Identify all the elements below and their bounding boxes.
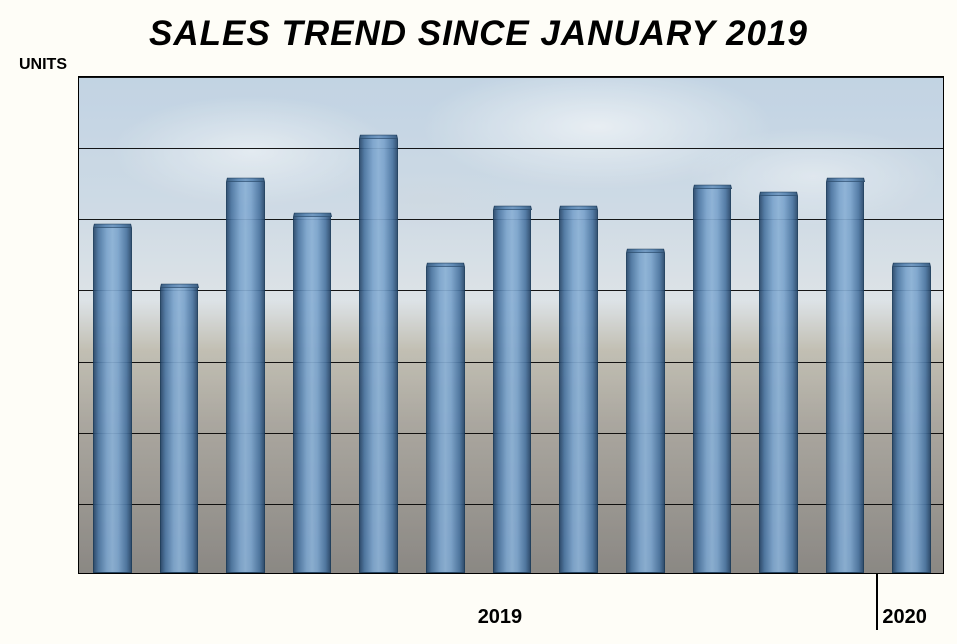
plot-area: 010,00020,00030,00040,00050,00060,00070,…	[78, 76, 944, 574]
bar	[693, 77, 732, 573]
bar	[759, 77, 798, 573]
year-label: 2020	[882, 606, 927, 629]
bar	[826, 77, 865, 573]
bar	[626, 77, 665, 573]
bar	[493, 77, 532, 573]
bar	[226, 77, 265, 573]
units-label: UNITS	[19, 56, 67, 74]
year-label: 2019	[478, 606, 523, 629]
bar	[293, 77, 332, 573]
bar	[559, 77, 598, 573]
bar	[359, 77, 398, 573]
year-divider	[876, 574, 878, 630]
bar	[93, 77, 132, 573]
bar	[892, 77, 931, 573]
chart-title: SALES TREND SINCE JANUARY 2019	[0, 14, 957, 54]
bar	[160, 77, 199, 573]
bar	[426, 77, 465, 573]
